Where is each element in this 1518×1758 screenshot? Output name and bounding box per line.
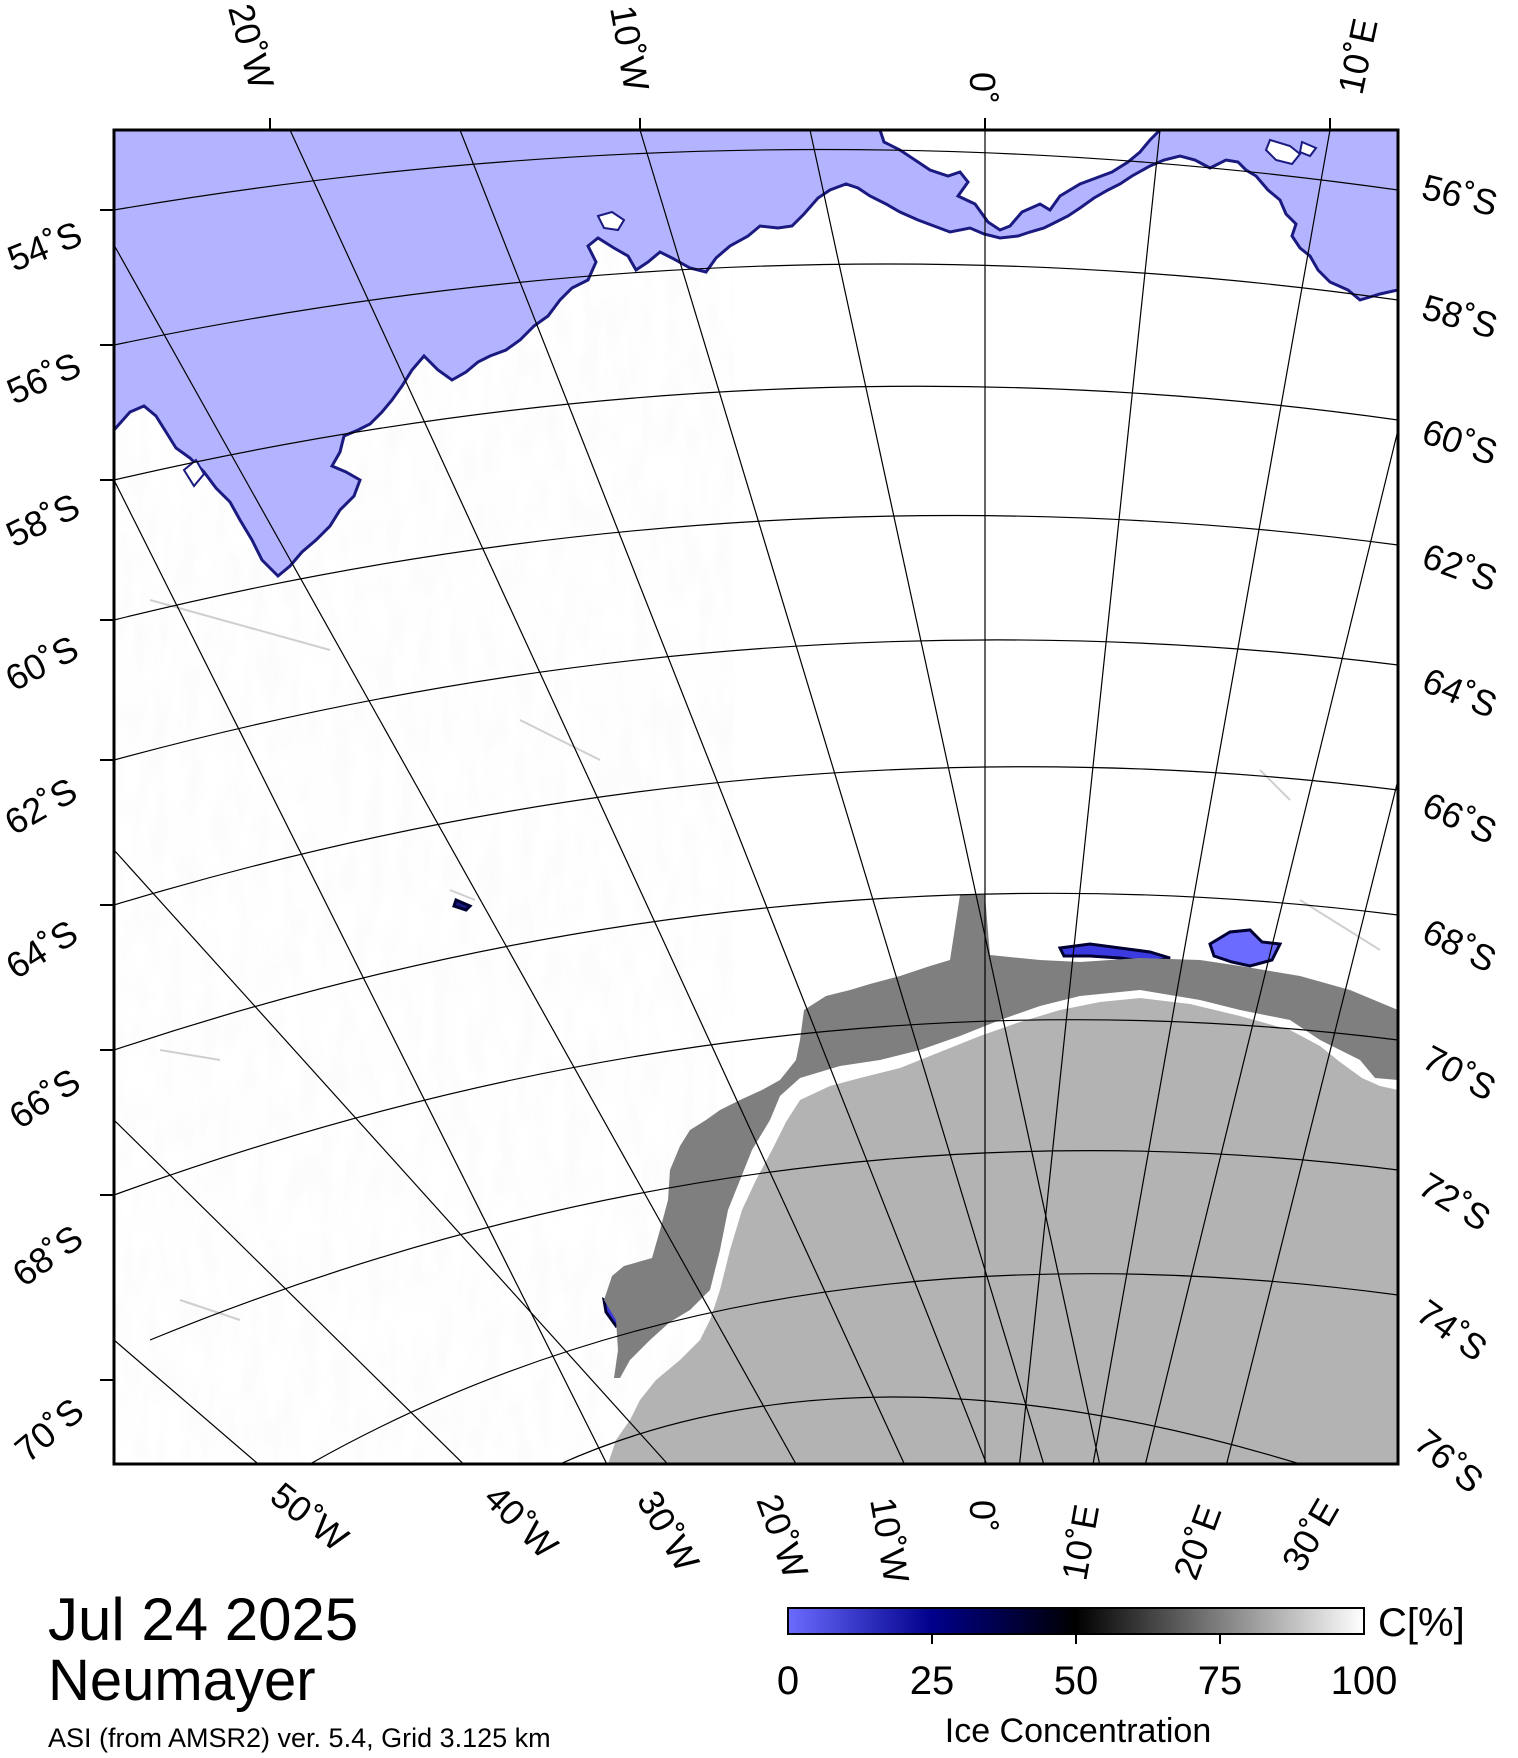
- bottom-lon-label: 40˚W: [476, 1477, 566, 1567]
- colorbar-title: Ice Concentration: [945, 1712, 1212, 1750]
- pack-ice-streaks: [149, 599, 1381, 1321]
- right-lat-label: 62˚S: [1417, 535, 1502, 600]
- colorbar-tick-label: 100: [1331, 1659, 1398, 1703]
- right-latitude-labels: 56˚S 58˚S 60˚S 62˚S 64˚S 66˚S 68˚S 70˚S …: [1407, 166, 1503, 1501]
- right-lat-label: 58˚S: [1418, 286, 1502, 346]
- right-lat-label: 66˚S: [1417, 784, 1503, 852]
- frame-ticks: [100, 118, 1331, 1381]
- colorbar-tick-label: 25: [910, 1659, 955, 1703]
- left-lat-label: 60˚S: [0, 627, 85, 699]
- ice-shelf: [604, 895, 1398, 1378]
- right-lat-label: 56˚S: [1418, 166, 1502, 224]
- ice-concentration-colorbar: 0 25 50 75 100 C[%] Ice Concentration: [777, 1601, 1465, 1750]
- map-date: Jul 24 2025: [48, 1586, 359, 1653]
- left-latitude-labels: 54˚S 56˚S 58˚S 60˚S 62˚S 64˚S 66˚S 68˚S …: [0, 213, 91, 1470]
- top-longitude-labels: 20˚W 10˚W 0˚ 10˚E: [220, 0, 1385, 104]
- top-lon-label: 20˚W: [220, 0, 282, 93]
- data-source: ASI (from AMSR2) ver. 5.4, Grid 3.125 km: [48, 1723, 551, 1753]
- right-lat-label: 70˚S: [1416, 1037, 1502, 1109]
- map-frame: [112, 128, 1400, 1466]
- left-lat-label: 68˚S: [5, 1217, 91, 1295]
- right-lat-label: 64˚S: [1417, 659, 1503, 726]
- bottom-lon-label: 20˚W: [748, 1489, 816, 1584]
- top-lon-label: 10˚W: [602, 2, 657, 94]
- right-lat-label: 60˚S: [1418, 411, 1503, 473]
- right-lat-label: 68˚S: [1416, 910, 1502, 980]
- left-lat-label: 62˚S: [0, 769, 84, 843]
- bottom-lon-label: 10˚E: [1054, 1501, 1108, 1583]
- colorbar-tick-label: 75: [1198, 1659, 1243, 1703]
- colorbar-tick-label: 50: [1054, 1659, 1099, 1703]
- longitude-graticule: [114, 130, 1398, 1464]
- left-lat-label: 58˚S: [0, 485, 86, 555]
- map-body: [114, 130, 1398, 1464]
- left-lat-label: 54˚S: [2, 213, 88, 280]
- left-lat-label: 66˚S: [2, 1060, 88, 1137]
- left-lat-label: 56˚S: [1, 344, 87, 412]
- station-name: Neumayer: [48, 1648, 316, 1713]
- left-lat-label: 70˚S: [7, 1390, 92, 1470]
- bottom-lon-label: 0˚: [962, 1500, 1003, 1532]
- bottom-longitude-labels: 50˚W 40˚W 30˚W 20˚W 10˚W 0˚ 10˚E 20˚E 30…: [263, 1474, 1347, 1586]
- right-lat-label: 76˚S: [1407, 1421, 1492, 1501]
- bottom-lon-label: 30˚W: [629, 1484, 708, 1579]
- top-lon-label: 10˚E: [1330, 15, 1386, 98]
- bottom-lon-label: 50˚W: [263, 1474, 356, 1559]
- bottom-lon-label: 30˚E: [1273, 1492, 1347, 1578]
- left-lat-label: 64˚S: [0, 912, 85, 987]
- ice-floes: [182, 138, 1318, 488]
- top-lon-label: 0˚: [962, 72, 1003, 104]
- antarctic-continent: [608, 998, 1398, 1464]
- right-lat-label: 72˚S: [1412, 1164, 1498, 1239]
- colorbar-gradient: [787, 1607, 1365, 1635]
- bottom-lon-label: 20˚E: [1165, 1499, 1230, 1584]
- bottom-lon-label: 10˚W: [862, 1494, 917, 1586]
- colorbar-unit: C[%]: [1378, 1601, 1465, 1645]
- open-water-region: [114, 130, 1398, 579]
- colorbar-tick-label: 0: [777, 1659, 799, 1703]
- right-lat-label: 74˚S: [1409, 1291, 1495, 1369]
- colorbar-ticks: [931, 1634, 1221, 1644]
